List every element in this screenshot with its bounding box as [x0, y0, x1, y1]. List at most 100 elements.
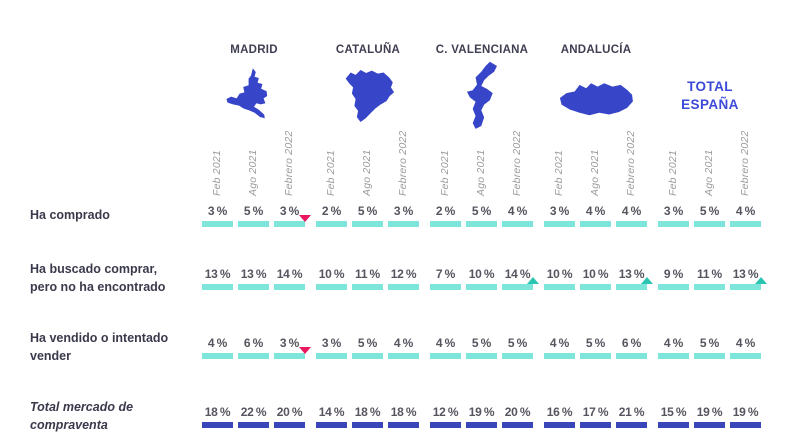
value-cell: 5 %: [237, 204, 270, 227]
value-bar: [580, 422, 611, 428]
value-bar: [502, 353, 533, 359]
cell-group: 3 % 5 % 4 %: [655, 204, 765, 227]
value-bar: [658, 221, 689, 227]
value-text: 5 %: [585, 336, 606, 350]
value-text: 5 %: [471, 204, 492, 218]
period-label: Ago 2021: [247, 149, 259, 196]
value-bar: [466, 284, 497, 290]
region-name-madrid: MADRID: [230, 44, 278, 56]
value-cell: 5 %: [465, 204, 498, 227]
value-text: 4 %: [735, 204, 756, 218]
value-cell: 4 %: [429, 336, 462, 359]
total-espana-line-2: ESPAÑA: [681, 97, 739, 112]
value-text: 18 %: [390, 405, 417, 419]
value-text: 6 %: [621, 336, 642, 350]
value-text: 10 %: [582, 267, 609, 281]
cell-group: 3 % 5 % 3 %: [199, 204, 311, 227]
value-cell: 10 %: [543, 267, 576, 290]
value-bar: [274, 422, 305, 428]
cell-group: 7 % 10 % 14 %: [427, 267, 539, 290]
value-cell: 5 %: [351, 336, 384, 359]
value-bar: [580, 353, 611, 359]
value-bar: [388, 353, 419, 359]
value-text: 2 %: [435, 204, 456, 218]
value-cell: 13 %: [729, 267, 767, 290]
value-cell: 6 %: [237, 336, 270, 359]
value-bar: [430, 422, 461, 428]
value-cell: 4 %: [501, 204, 534, 227]
value-bar: [616, 422, 647, 428]
value-bar: [352, 284, 383, 290]
value-bar: [580, 221, 611, 227]
cell-group: 4 % 5 % 5 %: [427, 336, 537, 359]
value-bar: [388, 284, 419, 290]
value-cell: 13 %: [237, 267, 270, 290]
total-espana-line-1: TOTAL: [687, 78, 733, 94]
value-cell: 18 %: [351, 405, 384, 428]
value-bar: [658, 422, 689, 428]
value-cell: 4 %: [729, 204, 762, 227]
value-text: 19 %: [696, 405, 723, 419]
value-bar: [430, 221, 461, 227]
period-labels-row: Feb 2021 Ago 2021 Febrero 2022 Feb 2021 …: [30, 130, 806, 196]
value-bar: [580, 284, 611, 290]
value-bar: [730, 284, 761, 290]
value-cell: 18 %: [201, 405, 234, 428]
value-bar: [502, 422, 533, 428]
value-text: 10 %: [546, 267, 573, 281]
value-cell: 22 %: [237, 405, 270, 428]
value-cell: 4 %: [543, 336, 576, 359]
value-text: 22 %: [240, 405, 267, 419]
value-text: 2 %: [321, 204, 342, 218]
value-text: 4 %: [393, 336, 414, 350]
value-bar: [730, 221, 761, 227]
value-text: 3 %: [393, 204, 414, 218]
region-maps-row: TOTAL ESPAÑA: [30, 58, 806, 134]
value-bar: [274, 221, 305, 227]
cell-group: 4 % 5 % 4 %: [655, 336, 765, 359]
value-text: 3 %: [279, 204, 300, 218]
value-bar: [502, 284, 533, 290]
period-label: Febrero 2022: [397, 130, 409, 196]
value-cell: 6 %: [615, 336, 648, 359]
value-cell: 4 %: [729, 336, 762, 359]
period-label: Febrero 2022: [283, 130, 295, 196]
row-label: Total mercado de compraventa: [30, 400, 134, 432]
value-bar: [730, 353, 761, 359]
value-bar: [430, 353, 461, 359]
value-text: 3 %: [321, 336, 342, 350]
region-name-andalucia: ANDALUCÍA: [560, 44, 632, 56]
value-text: 11 %: [697, 267, 722, 281]
value-cell: 13 %: [615, 267, 653, 290]
value-bar: [544, 284, 575, 290]
value-cell: 5 %: [351, 204, 384, 227]
value-text: 7 %: [435, 267, 456, 281]
value-text: 20 %: [276, 405, 303, 419]
value-bar: [730, 422, 761, 428]
period-labels-madrid: Feb 2021 Ago 2021 Febrero 2022: [199, 130, 309, 196]
table-row-ha-vendido: Ha vendido o intentado vender 4 % 6 % 3 % …: [30, 330, 806, 365]
value-text: 13 %: [618, 267, 645, 281]
value-bar: [238, 422, 269, 428]
value-text: 19 %: [468, 405, 495, 419]
value-text: 13 %: [204, 267, 231, 281]
cell-group: 13 % 13 % 14 %: [199, 267, 309, 290]
cell-group: 9 % 11 % 13 %: [655, 267, 767, 290]
value-text: 5 %: [699, 336, 720, 350]
value-cell: 20 %: [501, 405, 534, 428]
cell-group: 4 % 6 % 3 %: [199, 336, 311, 359]
value-bar: [466, 221, 497, 227]
value-text: 5 %: [471, 336, 492, 350]
value-text: 18 %: [354, 405, 381, 419]
value-cell: 5 %: [579, 336, 612, 359]
value-bar: [238, 353, 269, 359]
value-cell: 4 %: [657, 336, 690, 359]
period-labels-total: Feb 2021 Ago 2021 Febrero 2022: [655, 131, 765, 196]
value-text: 18 %: [204, 405, 231, 419]
value-bar: [238, 221, 269, 227]
value-cell: 3 %: [387, 204, 420, 227]
value-cell: 10 %: [315, 267, 348, 290]
value-text: 21 %: [618, 405, 645, 419]
value-cell: 10 %: [579, 267, 612, 290]
period-label: Febrero 2022: [511, 130, 523, 196]
